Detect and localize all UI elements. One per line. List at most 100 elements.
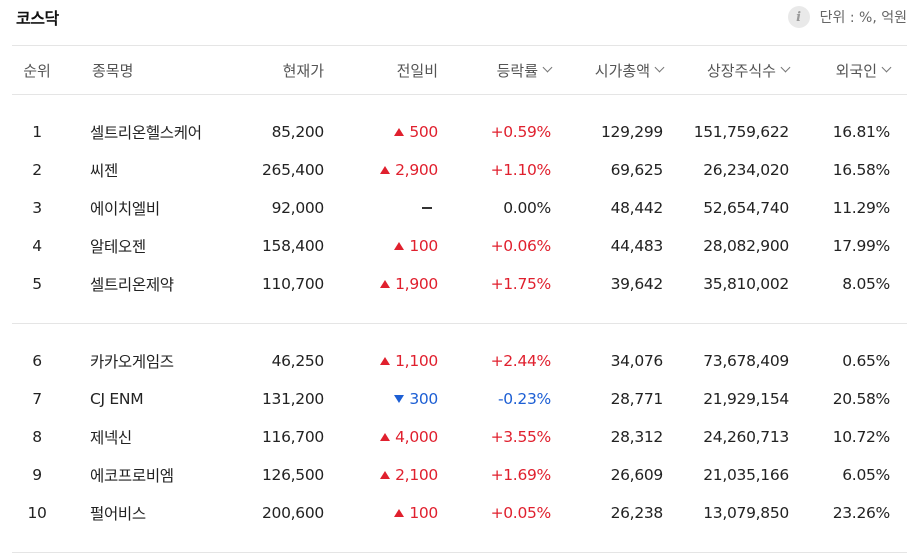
row-group-1: 1 셀트리온헬스케어 85,200 500 +0.59% 129,299 151,759,6… [12,95,907,323]
foreign-cell: 23.26% [832,504,891,522]
diff-cell: 500 [324,113,438,151]
rank-cell: 10 [27,504,47,522]
table-row[interactable]: 4 알테오젠 158,400 100 +0.06% 44,483 28,082,900 17.… [12,227,907,265]
rate-cell: +0.06% [490,237,552,255]
shares-cell: 24,260,713 [703,428,789,446]
stock-name-link[interactable]: 셀트리온헬스케어 [90,124,202,142]
table-bottom-divider [12,552,907,553]
table-row[interactable]: 3 에이치엘비 92,000 0.00% 48,442 52,654,740 11.29% [12,189,907,227]
column-name: 종목명 [92,61,134,80]
unit-info: i 단위 : %, 억원 [787,6,907,28]
table-row[interactable]: 1 셀트리온헬스케어 85,200 500 +0.59% 129,299 151,759,6… [12,113,907,151]
table-row[interactable]: 10 펄어비스 200,600 100 +0.05% 26,238 13,079,850 23… [12,494,907,532]
rank-cell: 6 [32,352,42,370]
header-top-divider [12,45,907,46]
table-row[interactable]: 7 CJ ENM 131,200 300 -0.23% 28,771 21,929,154 2… [12,380,907,418]
shares-cell: 151,759,622 [693,123,790,141]
column-rate-label: 등락률 [496,61,538,80]
stock-name-link[interactable]: 셀트리온제약 [90,276,174,294]
price-cell: 46,250 [271,352,325,370]
up-arrow-icon [380,280,391,288]
stock-name-link[interactable]: CJ ENM [90,390,144,408]
column-foreign-label: 외국인 [835,61,877,80]
column-price: 현재가 [282,61,324,80]
market-cap-cell: 26,609 [610,466,664,484]
foreign-cell: 17.99% [832,237,891,255]
up-arrow-icon [380,357,391,365]
price-cell: 116,700 [262,428,324,446]
foreign-cell: 20.58% [832,390,891,408]
header-bottom-divider [12,94,907,95]
price-cell: 200,600 [262,504,324,522]
diff-cell: 100 [324,227,438,265]
rate-cell: +1.69% [490,466,552,484]
foreign-cell: 10.72% [832,428,891,446]
shares-cell: 21,035,166 [703,466,789,484]
table-row[interactable]: 6 카카오게임즈 46,250 1,100 +2.44% 34,076 73,678,409… [12,342,907,380]
column-rate-sort[interactable]: 등락률 [438,46,553,94]
diff-cell: 1,900 [324,265,438,303]
info-icon[interactable]: i [787,6,810,28]
stock-name-link[interactable]: 알테오젠 [90,238,146,256]
stock-name-link[interactable]: 에이치엘비 [90,200,160,218]
down-arrow-icon [394,395,405,403]
column-market-cap-sort[interactable]: 시가총액 [551,46,665,94]
market-cap-cell: 69,625 [610,161,664,179]
stock-name-link[interactable]: 에코프로비엠 [90,467,174,485]
market-cap-cell: 129,299 [601,123,663,141]
price-cell: 158,400 [262,237,324,255]
stock-name-link[interactable]: 펄어비스 [90,505,146,523]
rate-cell: +0.05% [490,504,552,522]
column-foreign-sort[interactable]: 외국인 [789,46,892,94]
unit-label: 단위 : %, 억원 [819,10,907,26]
foreign-cell: 16.81% [832,123,891,141]
market-cap-cell: 44,483 [610,237,664,255]
rate-cell: +3.55% [490,428,552,446]
shares-cell: 73,678,409 [703,352,789,370]
diff-value: 300 [409,390,438,408]
column-shares-sort[interactable]: 상장주식수 [663,46,791,94]
table-row[interactable]: 9 에코프로비엠 126,500 2,100 +1.69% 26,609 21,035,16… [12,456,907,494]
diff-cell: 2,100 [324,456,438,494]
table-row[interactable]: 5 셀트리온제약 110,700 1,900 +1.75% 39,642 35,810,00… [12,265,907,303]
up-arrow-icon [394,128,405,136]
rank-cell: 8 [32,428,42,446]
diff-value: 100 [409,504,438,522]
column-rank: 순위 [23,61,51,80]
up-arrow-icon [394,242,405,250]
shares-cell: 21,929,154 [703,390,789,408]
rate-cell: +0.59% [490,123,552,141]
stock-name-link[interactable]: 제넥신 [90,429,132,447]
table-row[interactable]: 8 제넥신 116,700 4,000 +3.55% 28,312 24,260,713 10… [12,418,907,456]
diff-cell: 2,900 [324,151,438,189]
market-cap-cell: 28,771 [610,390,664,408]
up-arrow-icon [380,433,391,441]
rank-cell: 3 [32,199,42,217]
rank-cell: 1 [32,123,42,141]
price-cell: 265,400 [262,161,324,179]
diff-cell: 100 [324,494,438,532]
stock-name-link[interactable]: 씨젠 [90,162,118,180]
diff-value: 100 [409,237,438,255]
foreign-cell: 0.65% [842,352,890,370]
diff-value: 500 [409,123,438,141]
price-cell: 110,700 [262,275,324,293]
stock-name-link[interactable]: 카카오게임즈 [90,353,174,371]
table-header: 순위 종목명 현재가 전일비 등락률 시가총액 상장주식수 외국인 [12,46,907,94]
diff-value: 2,900 [395,161,438,179]
diff-cell: 1,100 [324,342,438,380]
foreign-cell: 6.05% [842,466,890,484]
rate-cell: 0.00% [503,199,551,217]
chevron-down-icon [881,62,892,73]
diff-value: 1,100 [395,352,438,370]
price-cell: 85,200 [271,123,325,141]
diff-cell: 4,000 [324,418,438,456]
up-arrow-icon [380,471,391,479]
table-row[interactable]: 2 씨젠 265,400 2,900 +1.10% 69,625 26,234,020 16.… [12,151,907,189]
rank-cell: 9 [32,466,42,484]
column-shares-label: 상장주식수 [706,61,776,80]
market-cap-cell: 28,312 [610,428,664,446]
foreign-cell: 8.05% [842,275,890,293]
diff-value: 2,100 [395,466,438,484]
diff-value: 4,000 [395,428,438,446]
